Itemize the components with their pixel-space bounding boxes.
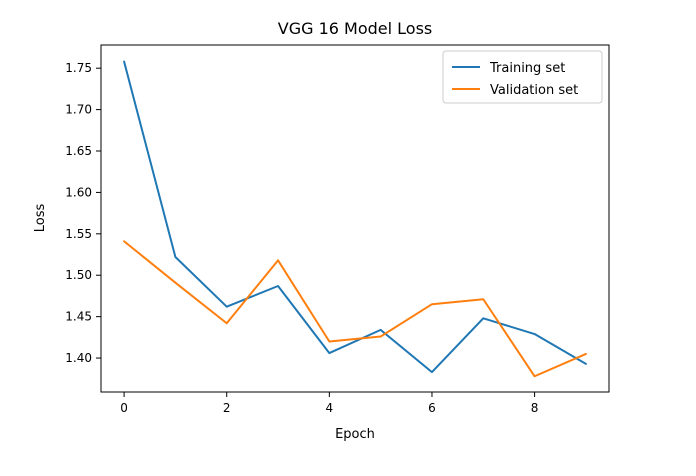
training-set-line bbox=[123, 60, 587, 374]
x-tick-label: 2 bbox=[223, 401, 231, 415]
x-tick-label: 8 bbox=[531, 401, 539, 415]
validation-set-line bbox=[123, 240, 587, 378]
y-tick-label: 1.40 bbox=[65, 351, 92, 365]
x-axis-label: Epoch bbox=[335, 427, 375, 442]
x-tick-label: 6 bbox=[428, 401, 436, 415]
y-axis: 1.40 1.45 1.50 1.55 1.60 1.65 1.70 1.75 bbox=[65, 61, 101, 365]
y-tick-label: 1.65 bbox=[65, 144, 92, 158]
legend: Training set Validation set bbox=[442, 50, 603, 104]
y-tick-label: 1.75 bbox=[65, 61, 92, 75]
plot-area bbox=[100, 44, 610, 393]
x-tick-label: 0 bbox=[120, 401, 128, 415]
y-tick-label: 1.55 bbox=[65, 227, 92, 241]
x-axis: 0 2 4 6 8 bbox=[120, 392, 538, 415]
legend-label-training: Training set bbox=[489, 61, 565, 76]
series-layer bbox=[123, 60, 587, 378]
legend-box bbox=[442, 50, 603, 104]
legend-label-validation: Validation set bbox=[490, 83, 578, 98]
y-tick-label: 1.60 bbox=[65, 185, 92, 199]
y-tick-label: 1.45 bbox=[65, 310, 92, 324]
x-tick-label: 4 bbox=[326, 401, 334, 415]
y-tick-label: 1.70 bbox=[65, 103, 92, 117]
y-axis-label: Loss bbox=[33, 204, 48, 233]
y-tick-label: 1.50 bbox=[65, 268, 92, 282]
chart-title: VGG 16 Model Loss bbox=[278, 19, 433, 38]
